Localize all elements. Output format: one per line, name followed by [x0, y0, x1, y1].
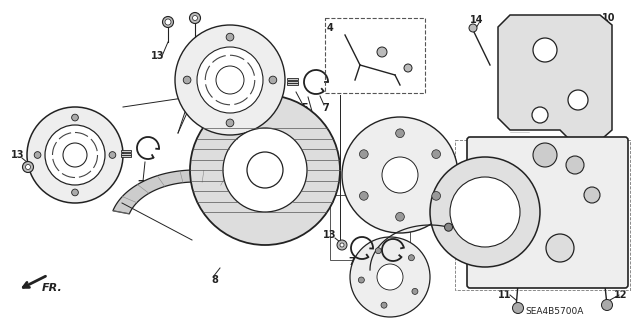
Circle shape: [404, 64, 412, 72]
Circle shape: [450, 177, 520, 247]
Text: B-60: B-60: [376, 205, 403, 215]
Text: 9: 9: [387, 195, 394, 205]
Text: 2: 2: [244, 213, 252, 223]
Circle shape: [396, 212, 404, 221]
Polygon shape: [113, 170, 280, 221]
Text: 4: 4: [326, 23, 333, 33]
Bar: [325, 18, 425, 93]
Text: 5: 5: [301, 103, 308, 113]
Circle shape: [532, 107, 548, 123]
Circle shape: [432, 150, 440, 159]
Text: FR.: FR.: [42, 283, 63, 293]
Circle shape: [247, 152, 283, 188]
Text: 13: 13: [179, 58, 192, 68]
Text: 14: 14: [470, 15, 484, 25]
Circle shape: [163, 17, 173, 27]
Circle shape: [566, 156, 584, 174]
Circle shape: [568, 90, 588, 110]
Circle shape: [72, 189, 78, 196]
Text: 1: 1: [484, 260, 492, 270]
Text: 12: 12: [614, 290, 628, 300]
Circle shape: [197, 47, 263, 113]
Circle shape: [26, 165, 31, 169]
Circle shape: [382, 157, 418, 193]
Circle shape: [430, 157, 540, 267]
Text: 6: 6: [424, 127, 430, 137]
Circle shape: [533, 143, 557, 167]
Circle shape: [350, 237, 430, 317]
Circle shape: [432, 191, 440, 200]
Circle shape: [546, 234, 574, 262]
Circle shape: [226, 119, 234, 127]
Bar: [287, 83, 298, 85]
Circle shape: [34, 152, 41, 158]
Circle shape: [175, 25, 285, 135]
Text: 6: 6: [390, 260, 396, 270]
Circle shape: [189, 12, 200, 24]
Circle shape: [396, 129, 404, 137]
Circle shape: [183, 76, 191, 84]
Circle shape: [337, 240, 347, 250]
Circle shape: [358, 277, 364, 283]
Text: 3: 3: [93, 118, 99, 128]
Circle shape: [342, 117, 458, 233]
Circle shape: [381, 302, 387, 308]
Circle shape: [584, 187, 600, 203]
Circle shape: [226, 33, 234, 41]
Text: 7: 7: [349, 257, 355, 267]
Circle shape: [469, 24, 477, 32]
Text: SEA4B5700A: SEA4B5700A: [526, 308, 584, 316]
Circle shape: [602, 300, 612, 310]
Text: 7: 7: [323, 103, 330, 113]
Circle shape: [27, 107, 123, 203]
Circle shape: [22, 161, 33, 173]
Circle shape: [360, 191, 368, 200]
Circle shape: [269, 76, 276, 84]
Text: 10: 10: [602, 13, 616, 23]
Circle shape: [377, 264, 403, 290]
Circle shape: [193, 16, 198, 20]
Text: 7: 7: [138, 180, 145, 190]
Circle shape: [375, 248, 381, 254]
Circle shape: [513, 302, 524, 314]
Text: 8: 8: [212, 275, 218, 285]
FancyBboxPatch shape: [467, 137, 628, 288]
Text: 13: 13: [151, 51, 164, 61]
Circle shape: [190, 95, 340, 245]
Bar: [330, 195, 410, 260]
Circle shape: [72, 114, 78, 121]
Circle shape: [377, 47, 387, 57]
Circle shape: [223, 128, 307, 212]
Text: 13: 13: [12, 150, 25, 160]
Circle shape: [63, 143, 87, 167]
Text: 5: 5: [106, 165, 113, 175]
Text: 13: 13: [323, 230, 337, 240]
Bar: [287, 80, 298, 83]
Circle shape: [445, 223, 452, 231]
Bar: [121, 155, 131, 157]
Bar: [455, 140, 630, 290]
Circle shape: [216, 66, 244, 94]
Polygon shape: [498, 15, 612, 145]
Circle shape: [165, 19, 171, 25]
Circle shape: [412, 288, 418, 294]
Circle shape: [109, 152, 116, 158]
Bar: [287, 78, 298, 80]
Bar: [121, 150, 131, 152]
Circle shape: [360, 150, 368, 159]
Circle shape: [45, 125, 105, 185]
Text: 11: 11: [499, 290, 512, 300]
Circle shape: [533, 38, 557, 62]
Bar: [121, 152, 131, 155]
Circle shape: [408, 255, 415, 261]
Circle shape: [340, 243, 344, 247]
